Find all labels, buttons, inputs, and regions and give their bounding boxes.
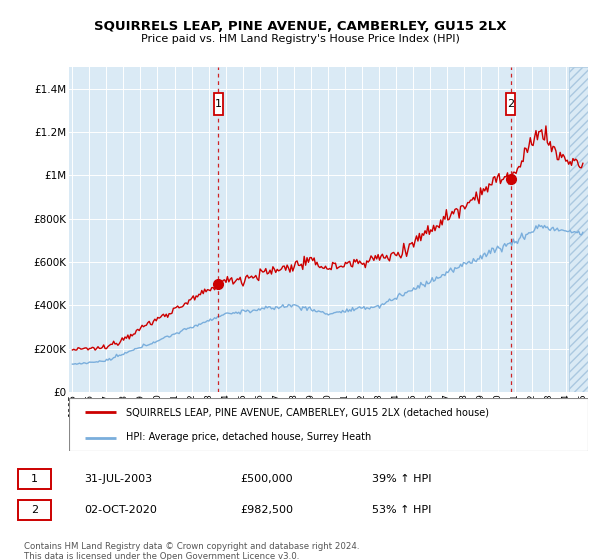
Text: 2: 2 bbox=[507, 99, 514, 109]
Text: SQUIRRELS LEAP, PINE AVENUE, CAMBERLEY, GU15 2LX (detached house): SQUIRRELS LEAP, PINE AVENUE, CAMBERLEY, … bbox=[126, 408, 489, 418]
Text: 2: 2 bbox=[31, 505, 38, 515]
FancyBboxPatch shape bbox=[18, 500, 51, 520]
Text: 39% ↑ HPI: 39% ↑ HPI bbox=[372, 474, 431, 484]
Bar bbox=[569, 67, 588, 392]
Text: 53% ↑ HPI: 53% ↑ HPI bbox=[372, 505, 431, 515]
Text: 1: 1 bbox=[215, 99, 222, 109]
Text: Price paid vs. HM Land Registry's House Price Index (HPI): Price paid vs. HM Land Registry's House … bbox=[140, 34, 460, 44]
FancyBboxPatch shape bbox=[506, 93, 515, 115]
FancyBboxPatch shape bbox=[18, 469, 51, 489]
Text: 31-JUL-2003: 31-JUL-2003 bbox=[84, 474, 152, 484]
Text: Contains HM Land Registry data © Crown copyright and database right 2024.
This d: Contains HM Land Registry data © Crown c… bbox=[24, 542, 359, 560]
Text: HPI: Average price, detached house, Surrey Heath: HPI: Average price, detached house, Surr… bbox=[126, 432, 371, 442]
Text: £982,500: £982,500 bbox=[240, 505, 293, 515]
Text: 1: 1 bbox=[31, 474, 38, 484]
FancyBboxPatch shape bbox=[214, 93, 223, 115]
Text: 02-OCT-2020: 02-OCT-2020 bbox=[84, 505, 157, 515]
Text: £500,000: £500,000 bbox=[240, 474, 293, 484]
FancyBboxPatch shape bbox=[69, 398, 588, 451]
Text: SQUIRRELS LEAP, PINE AVENUE, CAMBERLEY, GU15 2LX: SQUIRRELS LEAP, PINE AVENUE, CAMBERLEY, … bbox=[94, 20, 506, 32]
